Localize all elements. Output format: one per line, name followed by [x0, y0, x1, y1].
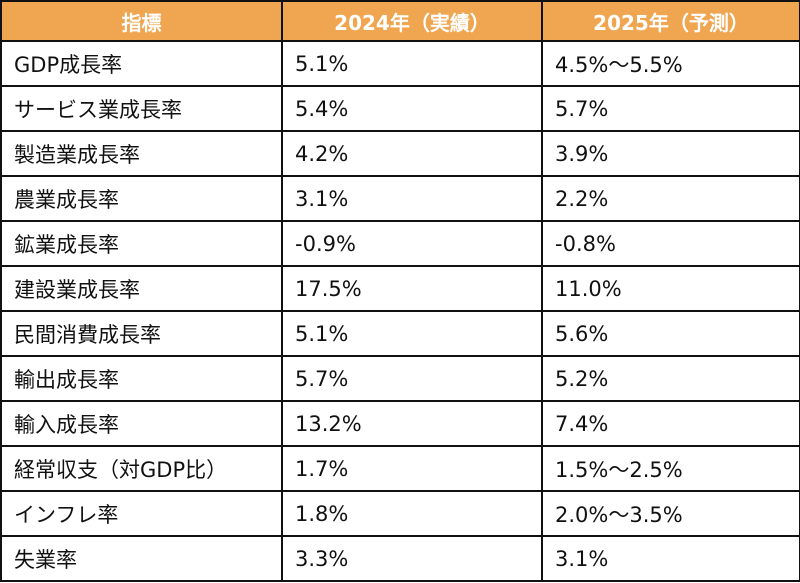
table-row: インフレ率 1.8% 2.0%～3.5%: [0, 490, 800, 537]
table-row: 民間消費成長率 5.1% 5.6%: [0, 310, 800, 357]
value-2024-cell: 5.1%: [281, 310, 543, 357]
value-2024-cell: 17.5%: [281, 265, 543, 312]
indicator-cell: 経常収支（対GDP比）: [0, 445, 283, 492]
value-2025-cell: 2.0%～3.5%: [541, 490, 800, 537]
value-2025-cell: 5.7%: [541, 85, 800, 132]
value-2024-cell: 5.1%: [281, 40, 543, 87]
indicator-cell: 失業率: [0, 535, 283, 582]
table-row: 輸入成長率 13.2% 7.4%: [0, 400, 800, 447]
value-2024-cell: -0.9%: [281, 220, 543, 267]
value-2024-cell: 4.2%: [281, 130, 543, 177]
table-row: 経常収支（対GDP比） 1.7% 1.5%～2.5%: [0, 445, 800, 492]
indicator-cell: 輸出成長率: [0, 355, 283, 402]
indicator-cell: 民間消費成長率: [0, 310, 283, 357]
value-2025-cell: 2.2%: [541, 175, 800, 222]
header-indicator: 指標: [0, 0, 283, 42]
header-2024-actual: 2024年（実績）: [281, 0, 543, 42]
value-2025-cell: 1.5%～2.5%: [541, 445, 800, 492]
value-2025-cell: 7.4%: [541, 400, 800, 447]
value-2025-cell: 4.5%～5.5%: [541, 40, 800, 87]
value-2024-cell: 1.8%: [281, 490, 543, 537]
value-2025-cell: 3.9%: [541, 130, 800, 177]
indicator-cell: インフレ率: [0, 490, 283, 537]
table-row: 製造業成長率 4.2% 3.9%: [0, 130, 800, 177]
indicator-cell: 鉱業成長率: [0, 220, 283, 267]
indicator-cell: 輸入成長率: [0, 400, 283, 447]
indicator-cell: 建設業成長率: [0, 265, 283, 312]
table-row: GDP成長率 5.1% 4.5%～5.5%: [0, 40, 800, 87]
value-2024-cell: 3.1%: [281, 175, 543, 222]
value-2024-cell: 5.7%: [281, 355, 543, 402]
table-row: 鉱業成長率 -0.9% -0.8%: [0, 220, 800, 267]
indicator-cell: 製造業成長率: [0, 130, 283, 177]
value-2024-cell: 3.3%: [281, 535, 543, 582]
table-row: 失業率 3.3% 3.1%: [0, 535, 800, 582]
value-2024-cell: 1.7%: [281, 445, 543, 492]
table-row: 輸出成長率 5.7% 5.2%: [0, 355, 800, 402]
indicator-cell: サービス業成長率: [0, 85, 283, 132]
header-row: 指標 2024年（実績） 2025年（予測）: [0, 0, 800, 42]
table-row: サービス業成長率 5.4% 5.7%: [0, 85, 800, 132]
indicator-cell: GDP成長率: [0, 40, 283, 87]
value-2025-cell: 3.1%: [541, 535, 800, 582]
value-2025-cell: 11.0%: [541, 265, 800, 312]
header-2025-forecast: 2025年（予測）: [541, 0, 800, 42]
value-2025-cell: 5.6%: [541, 310, 800, 357]
value-2024-cell: 5.4%: [281, 85, 543, 132]
table-row: 建設業成長率 17.5% 11.0%: [0, 265, 800, 312]
value-2025-cell: 5.2%: [541, 355, 800, 402]
table-row: 農業成長率 3.1% 2.2%: [0, 175, 800, 222]
value-2025-cell: -0.8%: [541, 220, 800, 267]
indicator-cell: 農業成長率: [0, 175, 283, 222]
value-2024-cell: 13.2%: [281, 400, 543, 447]
